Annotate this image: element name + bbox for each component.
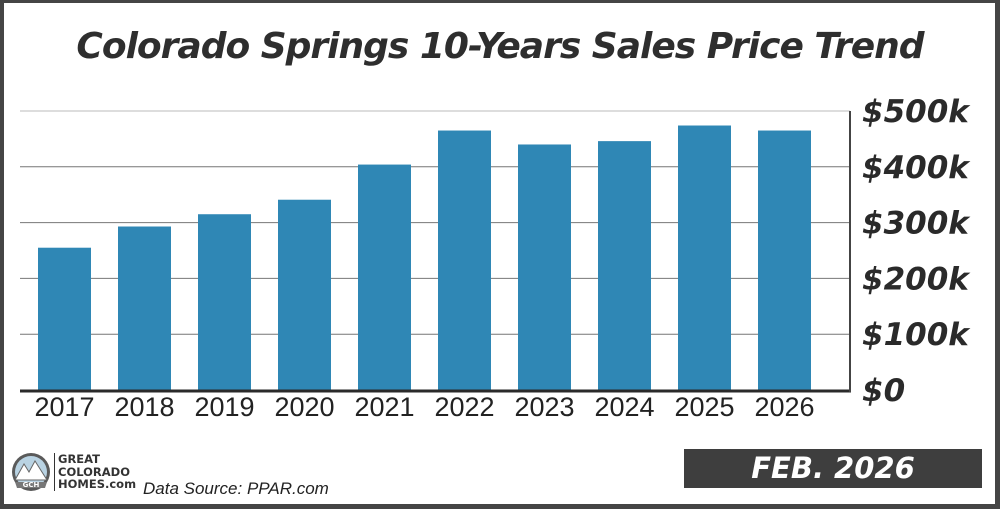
bar-2019 bbox=[198, 214, 251, 390]
logo: GCH GREAT COLORADO HOMES.com bbox=[11, 452, 136, 492]
bar-2018 bbox=[118, 226, 171, 390]
bar-2023 bbox=[518, 144, 571, 390]
logo-wordmark: GREAT COLORADO HOMES.com bbox=[54, 453, 136, 491]
x-tick-label: 2017 bbox=[34, 392, 94, 422]
bar-2024 bbox=[598, 141, 651, 390]
data-source: Data Source: PPAR.com bbox=[143, 479, 329, 498]
y-tick-label: $100k bbox=[862, 317, 971, 353]
bar-2022 bbox=[438, 130, 491, 390]
bar-2026 bbox=[758, 130, 811, 390]
svg-text:GCH: GCH bbox=[23, 481, 40, 489]
bar-2025 bbox=[678, 125, 731, 391]
y-tick-label: $400k bbox=[862, 150, 971, 186]
mountain-logo-icon: GCH bbox=[12, 453, 50, 491]
chart-title: Colorado Springs 10-Years Sales Price Tr… bbox=[76, 26, 924, 67]
bar-2017 bbox=[38, 247, 91, 390]
bar-2021 bbox=[358, 164, 411, 390]
y-tick-label: $200k bbox=[862, 261, 971, 297]
x-tick-label: 2023 bbox=[514, 392, 574, 422]
y-tick-label: $0 bbox=[862, 373, 905, 409]
y-tick-label: $300k bbox=[862, 206, 971, 242]
logo-line-2: COLORADO bbox=[58, 464, 130, 479]
x-tick-label: 2025 bbox=[674, 392, 734, 422]
logo-line-1: GREAT bbox=[58, 452, 101, 467]
x-tick-label: 2020 bbox=[274, 392, 334, 422]
y-tick-label: $500k bbox=[862, 94, 971, 130]
x-tick-label: 2018 bbox=[114, 392, 174, 422]
x-tick-label: 2019 bbox=[194, 392, 254, 422]
x-tick-label: 2022 bbox=[434, 392, 494, 422]
x-tick-label: 2024 bbox=[594, 392, 654, 422]
date-badge: FEB. 2026 bbox=[684, 449, 982, 488]
bar-2020 bbox=[278, 199, 331, 390]
logo-line-3: HOMES.com bbox=[58, 477, 137, 492]
x-tick-label: 2021 bbox=[354, 392, 414, 422]
x-tick-label: 2026 bbox=[754, 392, 814, 422]
